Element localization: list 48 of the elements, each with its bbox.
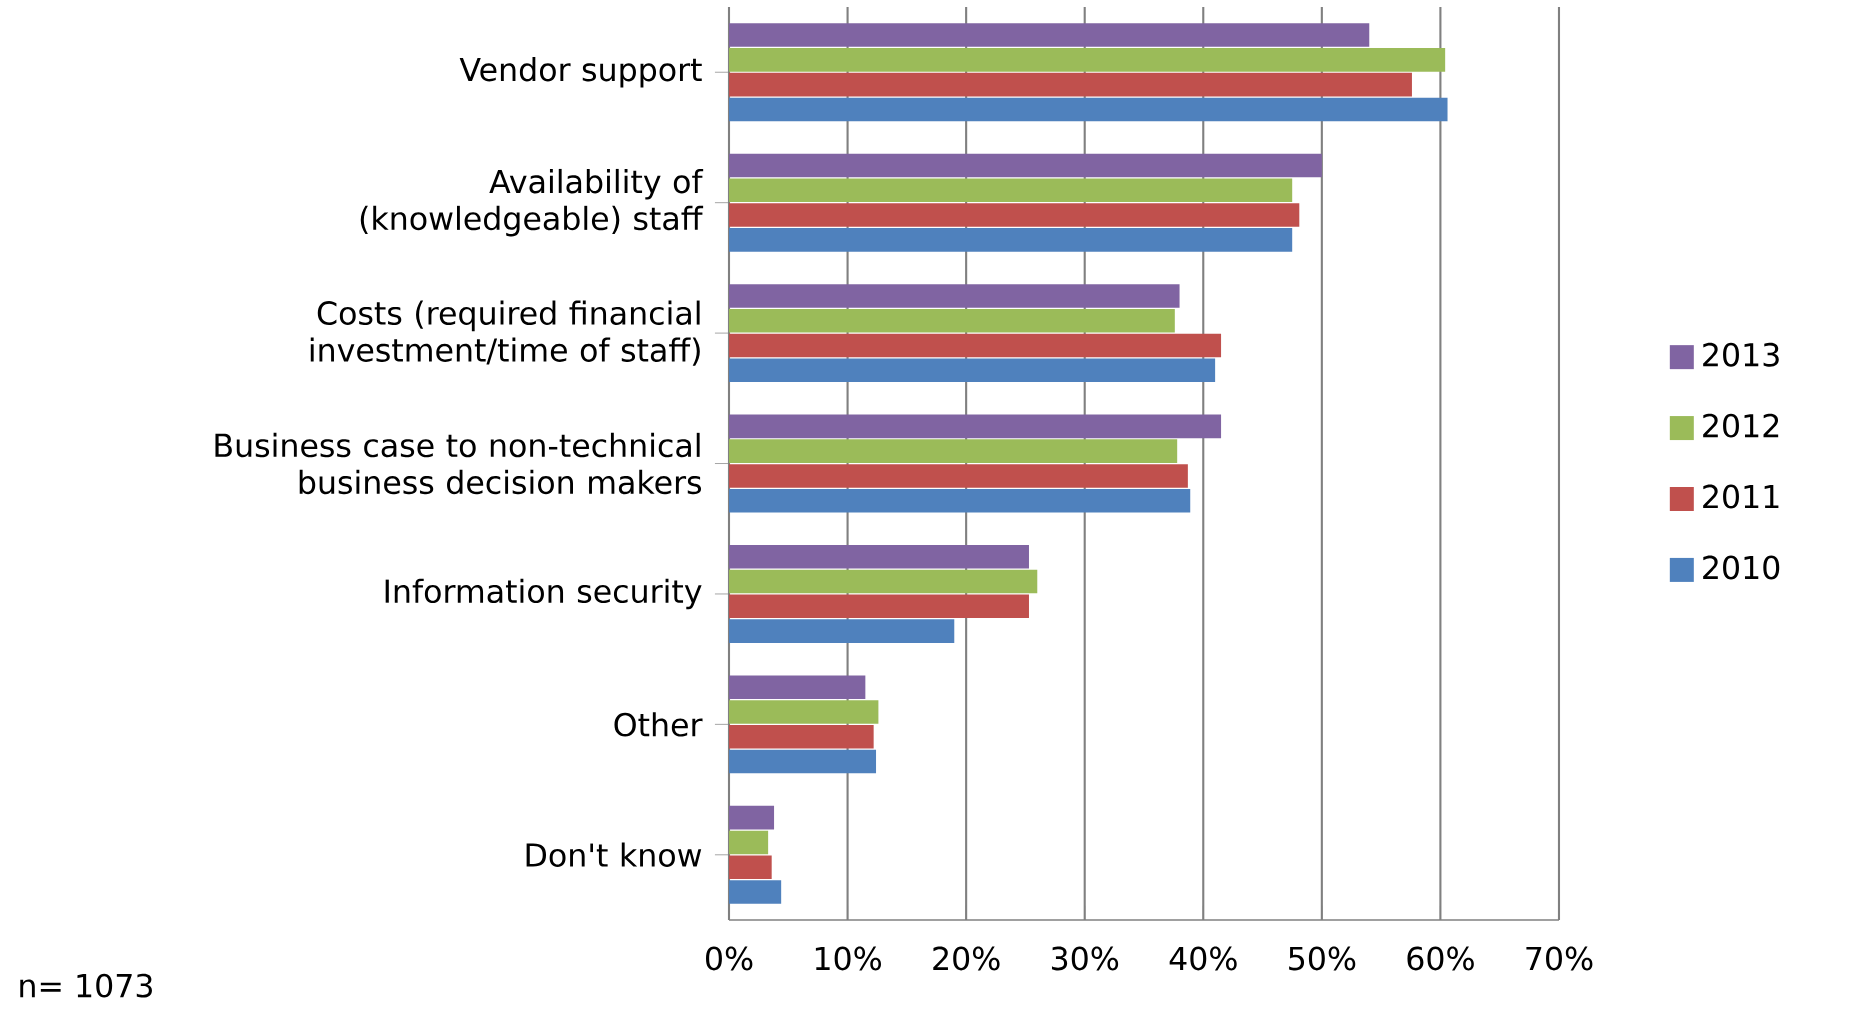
legend-label: 2013 [1703,342,1779,367]
x-tick-label: 30% [1051,946,1119,971]
bar [729,203,1300,227]
y-tick-label: Don't know [526,842,702,868]
bar [729,619,955,643]
y-tick-label: Vendor support [459,56,702,88]
bar [729,178,1293,203]
bar [729,805,775,830]
bar [729,594,1029,619]
bar [729,228,1293,252]
y-tick-label: Information security [385,578,702,610]
bar [729,48,1446,72]
x-tick-label: 60% [1407,946,1474,971]
bar [729,830,769,855]
bar [729,855,772,879]
y-tick-label: Other [614,712,703,737]
x-tick-label: 10% [815,946,881,971]
bar [729,545,1029,569]
x-tick-label: 20% [933,946,1000,971]
legend-label: 2011 [1703,484,1779,509]
bar [729,333,1222,358]
legend-label: 2012 [1703,413,1779,438]
bar [729,700,879,724]
text: n= 1073 [20,973,152,998]
x-tick-label: 70% [1526,946,1593,971]
y-tick-label: Costs (required financial investment/time of staff) [310,300,700,366]
bar [729,414,1222,439]
bar [729,23,1370,47]
x-tick-label: 50% [1289,946,1356,971]
bar [729,675,866,699]
x-tick-label: 0% [706,946,753,971]
bar [729,464,1188,488]
bar [729,72,1412,97]
bar [729,749,877,774]
y-tick-label: Availability of (knowledgeable) staff [360,168,704,237]
bar [729,724,874,749]
bar [729,308,1175,333]
bar [729,97,1448,122]
bar [729,358,1216,383]
legend-label: 2010 [1703,555,1780,580]
bar [729,284,1180,308]
bar [729,569,1038,594]
bar [729,439,1178,463]
y-tick-label: Business case to non-technical business decision makers [215,432,702,495]
bar [729,488,1191,513]
bar [729,153,1322,178]
bar [729,880,782,904]
x-tick-label: 40% [1169,946,1237,971]
